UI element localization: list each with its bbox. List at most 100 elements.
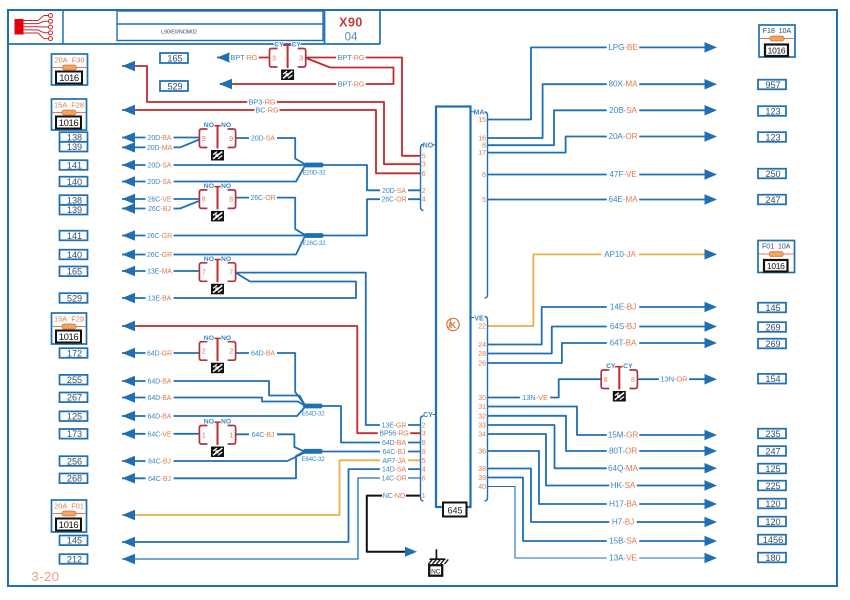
- svg-text:64T-BA: 64T-BA: [610, 339, 637, 348]
- svg-text:16: 16: [478, 136, 486, 143]
- svg-text:3: 3: [299, 55, 303, 62]
- svg-text:139: 139: [67, 142, 82, 152]
- svg-text:64C-BJ: 64C-BJ: [383, 449, 406, 456]
- svg-text:20A-OR: 20A-OR: [609, 132, 638, 141]
- svg-text:14D-SA: 14D-SA: [382, 467, 406, 474]
- svg-text:20B-SA: 20B-SA: [609, 106, 637, 115]
- svg-text:154: 154: [765, 374, 780, 384]
- svg-text:9: 9: [229, 136, 233, 143]
- svg-text:9: 9: [202, 136, 206, 143]
- svg-text:15A F29: 15A F29: [54, 315, 84, 324]
- svg-text:BP56-RG: BP56-RG: [379, 431, 408, 438]
- svg-text:3-20: 3-20: [31, 569, 59, 584]
- svg-text:26C-OR: 26C-OR: [381, 197, 406, 204]
- svg-text:13E-MA: 13E-MA: [147, 269, 172, 276]
- svg-text:140: 140: [67, 177, 82, 187]
- svg-text:6: 6: [422, 476, 426, 483]
- svg-text:26: 26: [478, 361, 486, 368]
- svg-text:HK-SA: HK-SA: [611, 481, 636, 490]
- svg-text:141: 141: [67, 160, 82, 170]
- svg-text:64C-VE: 64C-VE: [148, 431, 172, 438]
- svg-text:2: 2: [229, 348, 233, 355]
- svg-text:8: 8: [631, 377, 635, 384]
- svg-text:13N-OR: 13N-OR: [660, 375, 688, 384]
- svg-text:20D-BA: 20D-BA: [148, 135, 172, 142]
- svg-text:1016: 1016: [768, 46, 786, 56]
- svg-text:64D-BA: 64D-BA: [251, 351, 275, 358]
- svg-text:8: 8: [422, 440, 426, 447]
- svg-text:NO: NO: [204, 183, 214, 190]
- svg-text:64S-BJ: 64S-BJ: [610, 322, 636, 331]
- svg-text:173: 173: [67, 429, 82, 439]
- svg-text:CY: CY: [423, 412, 433, 419]
- svg-text:NO: NO: [221, 256, 231, 263]
- svg-text:3: 3: [272, 55, 276, 62]
- svg-text:1: 1: [229, 432, 233, 439]
- svg-text:145: 145: [67, 536, 82, 546]
- svg-text:64D-BA: 64D-BA: [148, 379, 172, 386]
- svg-text:E64D-32: E64D-32: [301, 411, 325, 418]
- svg-text:80T-OR: 80T-OR: [609, 447, 637, 456]
- svg-text:268: 268: [67, 474, 82, 484]
- svg-text:2: 2: [202, 348, 206, 355]
- svg-text:957: 957: [765, 80, 780, 90]
- svg-text:2: 2: [422, 423, 426, 430]
- svg-text:247: 247: [765, 195, 780, 205]
- svg-text:235: 235: [765, 429, 780, 439]
- svg-text:64E-MA: 64E-MA: [609, 195, 639, 204]
- svg-text:2: 2: [422, 188, 426, 195]
- svg-text:529: 529: [167, 81, 182, 91]
- svg-text:BPT-RG: BPT-RG: [338, 80, 365, 89]
- svg-text:22: 22: [478, 324, 486, 331]
- svg-text:7: 7: [202, 270, 206, 277]
- svg-text:26C-OR: 26C-OR: [250, 195, 275, 202]
- svg-text:NO: NO: [204, 122, 214, 129]
- svg-text:6: 6: [422, 171, 426, 178]
- svg-text:120: 120: [765, 517, 780, 527]
- svg-text:NO: NO: [204, 335, 214, 342]
- svg-text:BP3-RG: BP3-RG: [249, 98, 276, 107]
- svg-text:30: 30: [478, 395, 486, 402]
- svg-text:645: 645: [447, 506, 462, 516]
- svg-text:7: 7: [229, 270, 233, 277]
- svg-text:H7-BJ: H7-BJ: [612, 518, 634, 527]
- svg-text:269: 269: [765, 322, 780, 332]
- svg-text:36: 36: [478, 449, 486, 456]
- svg-text:13E-GR: 13E-GR: [382, 423, 407, 430]
- svg-text:8: 8: [202, 197, 206, 204]
- svg-text:26C-VE: 26C-VE: [148, 197, 172, 204]
- svg-text:5: 5: [422, 458, 426, 465]
- svg-text:CY: CY: [274, 42, 284, 49]
- svg-text:E20D-32: E20D-32: [302, 170, 326, 177]
- svg-text:8: 8: [229, 197, 233, 204]
- svg-text:15: 15: [478, 117, 486, 124]
- svg-text:225: 225: [765, 481, 780, 491]
- svg-text:64D-BA: 64D-BA: [382, 440, 406, 447]
- svg-text:CY: CY: [623, 363, 633, 370]
- svg-text:4: 4: [422, 467, 426, 474]
- svg-text:1016: 1016: [59, 118, 79, 129]
- svg-text:5: 5: [422, 153, 426, 160]
- svg-text:20D-SA: 20D-SA: [148, 179, 172, 186]
- svg-text:NO: NO: [204, 419, 214, 426]
- svg-text:3: 3: [422, 162, 426, 169]
- svg-text:64C-BJ: 64C-BJ: [148, 459, 171, 466]
- svg-text:NO: NO: [221, 122, 231, 129]
- svg-text:MA: MA: [474, 110, 485, 117]
- svg-text:212: 212: [67, 554, 82, 564]
- svg-text:CY: CY: [606, 363, 616, 370]
- svg-text:LPG-BE: LPG-BE: [608, 43, 638, 52]
- svg-text:165: 165: [167, 53, 182, 63]
- svg-text:269: 269: [765, 339, 780, 349]
- svg-text:64Q-MA: 64Q-MA: [608, 464, 639, 473]
- svg-text:64D-BA: 64D-BA: [148, 395, 172, 402]
- svg-text:NO: NO: [221, 335, 231, 342]
- svg-text:32: 32: [478, 413, 486, 420]
- svg-text:123: 123: [765, 106, 780, 116]
- svg-text:H17-BA: H17-BA: [609, 500, 638, 509]
- svg-text:13A-VE: 13A-VE: [609, 554, 637, 563]
- svg-text:20D-SA: 20D-SA: [382, 188, 406, 195]
- svg-text:172: 172: [67, 348, 82, 358]
- svg-text:1: 1: [422, 493, 426, 500]
- svg-text:24: 24: [478, 342, 486, 349]
